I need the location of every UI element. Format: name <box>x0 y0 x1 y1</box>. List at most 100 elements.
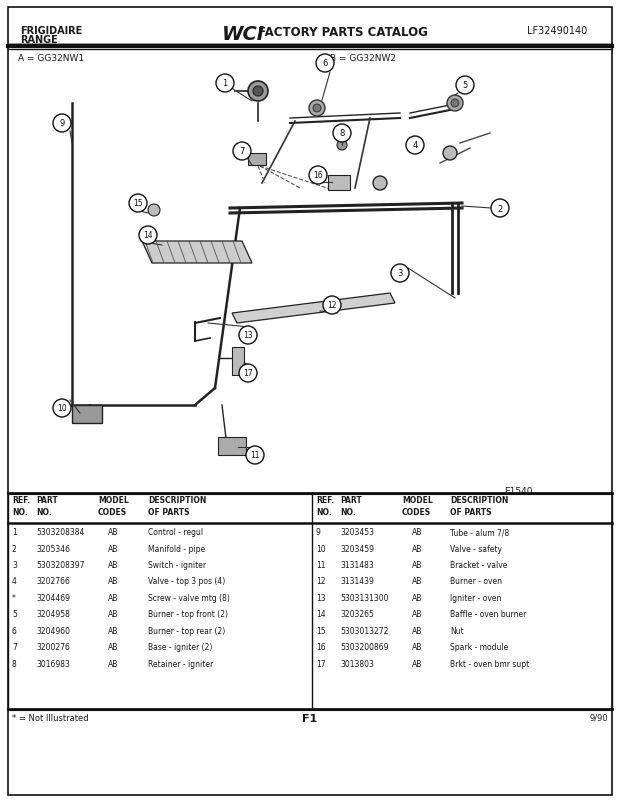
Text: LF32490140: LF32490140 <box>527 26 587 36</box>
Text: 17: 17 <box>243 369 253 378</box>
Text: 11: 11 <box>250 451 260 460</box>
Text: Screw - valve mtg (8): Screw - valve mtg (8) <box>148 593 230 602</box>
Text: 3016983: 3016983 <box>36 659 70 668</box>
Text: Brkt - oven bmr supt: Brkt - oven bmr supt <box>450 659 529 668</box>
Text: 3203453: 3203453 <box>340 528 374 536</box>
Text: 8: 8 <box>12 659 17 668</box>
Text: 4: 4 <box>12 577 17 585</box>
Text: 9/90: 9/90 <box>590 713 608 722</box>
Circle shape <box>309 101 325 117</box>
Text: AB: AB <box>412 528 422 536</box>
Text: AB: AB <box>108 609 118 619</box>
Text: 3204958: 3204958 <box>36 609 70 619</box>
Text: FRIGIDAIRE: FRIGIDAIRE <box>20 26 82 36</box>
Text: Manifold - pipe: Manifold - pipe <box>148 544 205 552</box>
Circle shape <box>323 296 341 315</box>
Circle shape <box>139 226 157 245</box>
Text: 3204469: 3204469 <box>36 593 70 602</box>
Text: AB: AB <box>412 626 422 635</box>
Text: AB: AB <box>412 642 422 652</box>
Text: 17: 17 <box>316 659 326 668</box>
Text: MODEL
CODES: MODEL CODES <box>402 495 433 516</box>
Circle shape <box>443 147 457 161</box>
Text: AB: AB <box>108 593 118 602</box>
Circle shape <box>316 55 334 73</box>
Text: 12: 12 <box>327 301 337 310</box>
Text: AB: AB <box>108 642 118 652</box>
Text: 3200276: 3200276 <box>36 642 70 652</box>
Text: 13: 13 <box>243 331 253 340</box>
Text: 14: 14 <box>143 231 153 240</box>
Text: Control - regul: Control - regul <box>148 528 203 536</box>
Text: E1540: E1540 <box>504 487 533 495</box>
Text: 5303131300: 5303131300 <box>340 593 389 602</box>
Text: Retainer - igniter: Retainer - igniter <box>148 659 213 668</box>
Circle shape <box>216 75 234 93</box>
Text: 3204960: 3204960 <box>36 626 70 635</box>
Circle shape <box>406 137 424 155</box>
Circle shape <box>53 400 71 418</box>
Text: 9: 9 <box>316 528 321 536</box>
Text: AB: AB <box>108 528 118 536</box>
Circle shape <box>239 365 257 382</box>
FancyBboxPatch shape <box>232 348 244 376</box>
Text: Igniter - oven: Igniter - oven <box>450 593 502 602</box>
Text: 2: 2 <box>497 204 503 214</box>
Text: 3013803: 3013803 <box>340 659 374 668</box>
Text: AB: AB <box>412 577 422 585</box>
Text: AB: AB <box>412 659 422 668</box>
Circle shape <box>129 195 147 213</box>
Circle shape <box>391 265 409 283</box>
Text: 15: 15 <box>316 626 326 635</box>
Text: Burner - top rear (2): Burner - top rear (2) <box>148 626 225 635</box>
Text: 10: 10 <box>316 544 326 552</box>
Text: 14: 14 <box>316 609 326 619</box>
Text: Spark - module: Spark - module <box>450 642 508 652</box>
Circle shape <box>248 82 268 102</box>
Polygon shape <box>232 294 395 324</box>
Text: 5: 5 <box>12 609 17 619</box>
Text: 3: 3 <box>12 560 17 569</box>
Text: AB: AB <box>412 560 422 569</box>
Circle shape <box>333 124 351 143</box>
Text: AB: AB <box>108 560 118 569</box>
Text: 5303013272: 5303013272 <box>340 626 388 635</box>
Text: 5303208397: 5303208397 <box>36 560 84 569</box>
Text: FACTORY PARTS CATALOG: FACTORY PARTS CATALOG <box>258 26 428 39</box>
Text: 3202766: 3202766 <box>36 577 70 585</box>
Text: 5303200869: 5303200869 <box>340 642 389 652</box>
FancyBboxPatch shape <box>72 406 102 423</box>
Circle shape <box>447 96 463 112</box>
Text: A = GG32NW1: A = GG32NW1 <box>18 54 84 63</box>
Text: Valve - top 3 pos (4): Valve - top 3 pos (4) <box>148 577 225 585</box>
Text: AB: AB <box>412 609 422 619</box>
Text: *: * <box>12 593 16 602</box>
Text: 8: 8 <box>339 129 345 138</box>
Text: 6: 6 <box>322 59 328 68</box>
Text: PART
NO.: PART NO. <box>340 495 361 516</box>
Text: 3131483: 3131483 <box>340 560 374 569</box>
Text: 2: 2 <box>12 544 17 552</box>
Text: 6: 6 <box>12 626 17 635</box>
Circle shape <box>313 105 321 113</box>
Text: REF.
NO.: REF. NO. <box>316 495 334 516</box>
Circle shape <box>491 200 509 218</box>
Text: 12: 12 <box>316 577 326 585</box>
Text: AB: AB <box>412 593 422 602</box>
Text: Nut: Nut <box>450 626 464 635</box>
Text: 3203459: 3203459 <box>340 544 374 552</box>
FancyBboxPatch shape <box>328 176 350 191</box>
Circle shape <box>309 167 327 185</box>
Text: PART
NO.: PART NO. <box>36 495 58 516</box>
Text: 3: 3 <box>397 269 402 278</box>
Circle shape <box>456 77 474 95</box>
Text: 7: 7 <box>12 642 17 652</box>
Circle shape <box>373 177 387 191</box>
Text: Burner - top front (2): Burner - top front (2) <box>148 609 228 619</box>
Circle shape <box>246 446 264 464</box>
Circle shape <box>451 100 459 108</box>
Text: 9: 9 <box>60 120 64 128</box>
Text: DESCRIPTION
OF PARTS: DESCRIPTION OF PARTS <box>148 495 206 516</box>
Text: Bracket - valve: Bracket - valve <box>450 560 507 569</box>
Text: MODEL
CODES: MODEL CODES <box>98 495 129 516</box>
